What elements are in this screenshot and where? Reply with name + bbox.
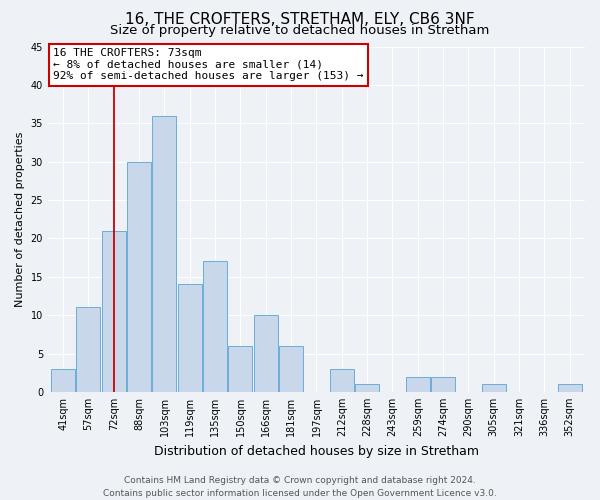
Bar (431, 376, 455, 392)
Bar (229, 346, 253, 392)
Bar (254, 315, 278, 392)
Bar (279, 346, 303, 392)
Bar (178, 284, 202, 392)
Y-axis label: Number of detached properties: Number of detached properties (15, 132, 25, 307)
Bar (102, 230, 126, 392)
Bar (152, 116, 176, 392)
Bar (203, 262, 227, 392)
Bar (127, 162, 151, 392)
Text: 16, THE CROFTERS, STRETHAM, ELY, CB6 3NF: 16, THE CROFTERS, STRETHAM, ELY, CB6 3NF (125, 12, 475, 28)
Text: Contains HM Land Registry data © Crown copyright and database right 2024.
Contai: Contains HM Land Registry data © Crown c… (103, 476, 497, 498)
Bar (51, 369, 75, 392)
Bar (482, 384, 506, 392)
X-axis label: Distribution of detached houses by size in Stretham: Distribution of detached houses by size … (154, 444, 479, 458)
Bar (355, 384, 379, 392)
Bar (406, 376, 430, 392)
Text: 16 THE CROFTERS: 73sqm
← 8% of detached houses are smaller (14)
92% of semi-deta: 16 THE CROFTERS: 73sqm ← 8% of detached … (53, 48, 364, 81)
Bar (330, 369, 354, 392)
Bar (76, 308, 100, 392)
Bar (558, 384, 582, 392)
Text: Size of property relative to detached houses in Stretham: Size of property relative to detached ho… (110, 24, 490, 37)
